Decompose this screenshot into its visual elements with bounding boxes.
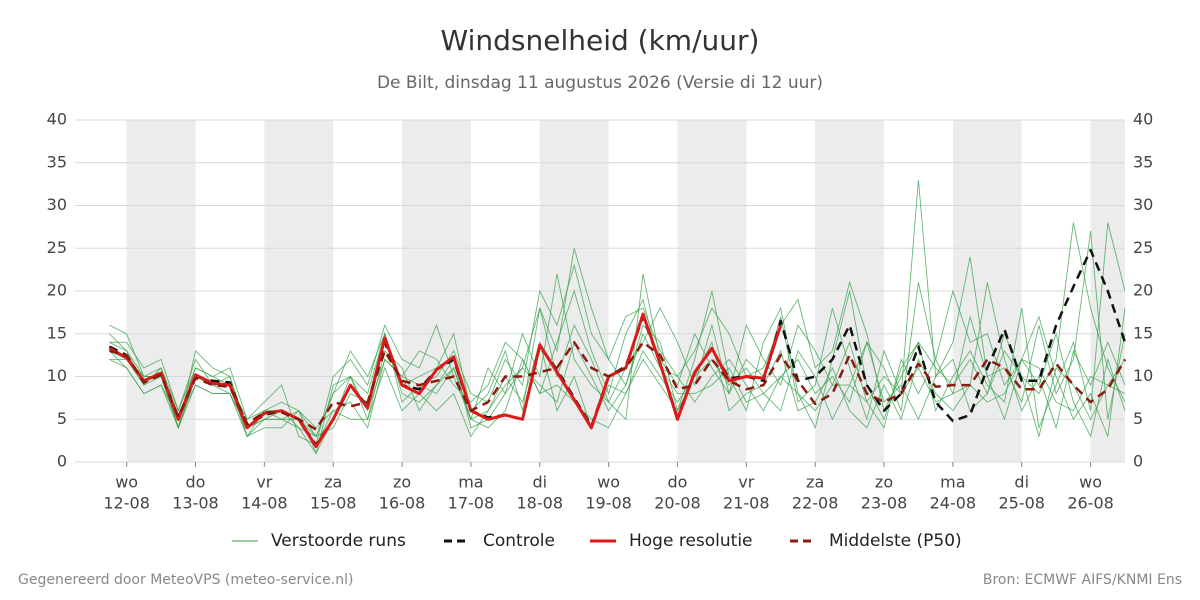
x-tick-weekday: wo (115, 473, 138, 492)
x-tick-weekday: zo (875, 473, 893, 492)
y2-tick-label: 30 (1133, 195, 1153, 214)
ensemble-line (109, 332, 1126, 439)
x-tick-label: 21-08 (723, 494, 770, 513)
series-line (108, 312, 783, 449)
series-line (109, 341, 1127, 431)
x-tick-weekday: do (186, 473, 206, 492)
y-tick-label: 0 (57, 452, 67, 471)
x-tick-label: 26-08 (1067, 494, 1114, 513)
x-tick-weekday: za (324, 473, 342, 492)
y-tick-label: 35 (47, 152, 67, 171)
x-tick-weekday: do (667, 473, 687, 492)
x-tick-weekday: za (806, 473, 824, 492)
x-tick-label: 12-08 (103, 494, 150, 513)
x-tick-weekday: wo (597, 473, 620, 492)
x-tick-weekday: vr (256, 473, 272, 492)
y2-tick-label: 15 (1133, 323, 1153, 342)
legend-label: Verstoorde runs (271, 531, 406, 551)
ensemble-line (109, 332, 1126, 446)
x-tick-label: 25-08 (998, 494, 1045, 513)
x-tick-label: 16-08 (379, 494, 426, 513)
x-tick-weekday: zo (393, 473, 411, 492)
x-tick-label: 20-08 (654, 494, 701, 513)
y2-tick-label: 40 (1133, 110, 1153, 129)
x-tick-label: 23-08 (861, 494, 908, 513)
y-tick-label: 20 (47, 281, 67, 300)
x-tick-weekday: ma (458, 473, 483, 492)
y-tick-label: 15 (47, 323, 67, 342)
ensemble-line (109, 179, 1126, 446)
x-tick-label: 19-08 (585, 494, 632, 513)
x-tick-weekday: ma (940, 473, 965, 492)
y2-tick-label: 5 (1133, 409, 1143, 428)
x-tick-label: 14-08 (241, 494, 288, 513)
y2-tick-label: 25 (1133, 238, 1153, 257)
chart-subtitle: De Bilt, dinsdag 11 augustus 2026 (Versi… (377, 73, 823, 93)
y2-tick-label: 35 (1133, 152, 1153, 171)
footer-left: Gegenereerd door MeteoVPS (meteo-service… (18, 572, 353, 588)
y2-tick-label: 20 (1133, 281, 1153, 300)
y-tick-label: 10 (47, 366, 67, 385)
x-tick-weekday: di (532, 473, 547, 492)
y-tick-label: 5 (57, 409, 67, 428)
legend-label: Controle (483, 531, 555, 551)
x-tick-label: 24-08 (930, 494, 977, 513)
chart-title: Windsnelheid (km/uur) (441, 24, 760, 57)
x-tick-label: 17-08 (448, 494, 495, 513)
y2-tick-label: 10 (1133, 366, 1153, 385)
y-tick-label: 25 (47, 238, 67, 257)
x-tick-weekday: di (1014, 473, 1029, 492)
y-tick-label: 40 (47, 110, 67, 129)
x-tick-label: 13-08 (172, 494, 219, 513)
y2-tick-label: 0 (1133, 452, 1143, 471)
x-tick-label: 18-08 (517, 494, 564, 513)
footer-right: Bron: ECMWF AIFS/KNMI Ens (983, 572, 1182, 588)
x-tick-label: 15-08 (310, 494, 357, 513)
x-tick-weekday: wo (1079, 473, 1102, 492)
x-tick-label: 22-08 (792, 494, 839, 513)
y-tick-label: 30 (47, 195, 67, 214)
legend-label: Hoge resolutie (629, 531, 753, 551)
legend-label: Middelste (P50) (829, 531, 962, 551)
x-tick-weekday: vr (738, 473, 754, 492)
